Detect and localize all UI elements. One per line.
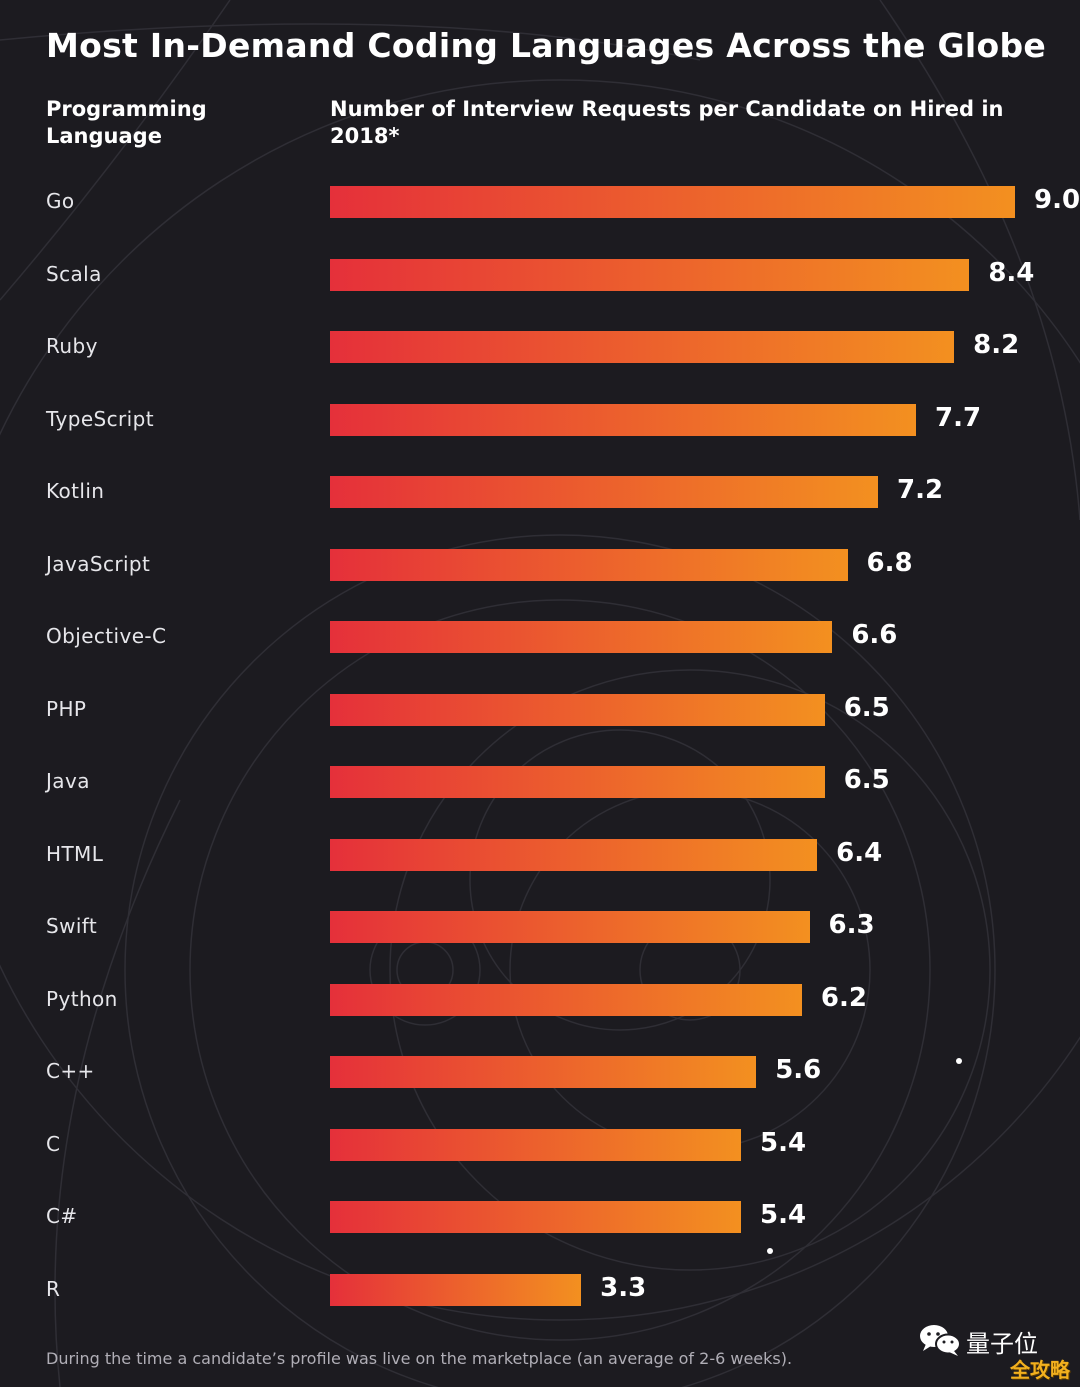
category-label: Kotlin [46, 479, 105, 503]
data-label: 6.4 [836, 837, 883, 868]
bar [330, 838, 818, 871]
category-column-header: Programming Language [46, 97, 207, 148]
category-label: HTML [46, 841, 104, 866]
bar [330, 1056, 757, 1088]
watermark-text: 量子位 [966, 1330, 1038, 1358]
category-label: C# [46, 1204, 78, 1228]
category-label: TypeScript [46, 406, 154, 431]
category-label: Scala [46, 261, 102, 286]
value-column-header: Number of Interview Requests per Candida… [330, 97, 1004, 148]
category-label: C [46, 1131, 61, 1156]
data-label: 5.4 [760, 1200, 807, 1230]
bar [330, 548, 848, 581]
bar [330, 403, 917, 436]
data-label: 7.7 [935, 402, 982, 433]
bar [330, 983, 802, 1016]
bar [330, 911, 810, 943]
data-label: 6.5 [843, 692, 890, 723]
watermark-badge: 全攻略 [1010, 1358, 1070, 1382]
wechat-icon [920, 1325, 961, 1356]
bar [330, 331, 955, 363]
data-label: 9.0 [1034, 185, 1080, 215]
watermark: 量子位 全攻略 [918, 1322, 1070, 1382]
data-label: 8.2 [973, 330, 1020, 360]
data-label: 6.2 [820, 982, 867, 1013]
footnote: During the time a candidate’s profile wa… [46, 1349, 793, 1368]
data-label: 7.2 [897, 475, 944, 505]
data-label: 6.3 [828, 910, 875, 940]
data-label: 6.5 [843, 765, 890, 795]
bar [330, 621, 833, 653]
data-label: 6.6 [851, 620, 898, 650]
category-label: JavaScript [46, 551, 151, 576]
data-label: 3.3 [600, 1272, 647, 1303]
bar [330, 1128, 741, 1161]
data-label: 5.6 [775, 1055, 822, 1085]
bar [330, 186, 1015, 218]
bar [330, 693, 825, 726]
bar [330, 476, 878, 508]
category-label: PHP [46, 696, 87, 721]
category-label: C++ [46, 1059, 95, 1083]
data-label: 6.8 [866, 547, 913, 578]
category-label: Go [46, 189, 75, 213]
bar [330, 1201, 741, 1233]
bar [330, 1273, 582, 1306]
category-label: Java [46, 769, 90, 793]
bar [330, 258, 970, 291]
chart-title: Most In-Demand Coding Languages Across t… [46, 26, 1047, 65]
category-label: Ruby [46, 334, 98, 358]
bar [330, 766, 825, 798]
category-label: Objective-C [46, 624, 167, 648]
category-label: R [46, 1276, 61, 1301]
data-label: 5.4 [760, 1127, 807, 1158]
data-label: 8.4 [988, 257, 1035, 288]
category-label: Python [46, 986, 118, 1011]
category-label: Swift [46, 914, 98, 938]
